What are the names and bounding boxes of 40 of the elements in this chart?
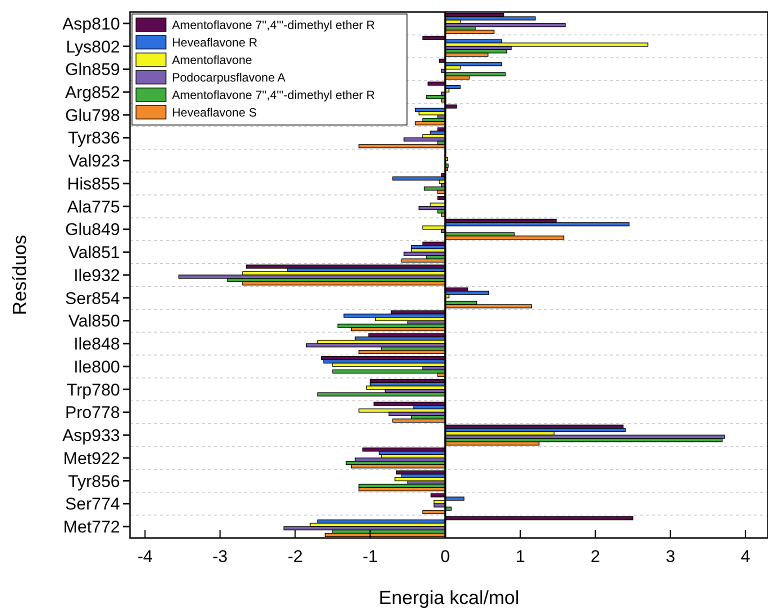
x-tick-label: 3 [666, 547, 676, 566]
y-tick-label: Arg852 [65, 82, 120, 102]
x-tick-label: 4 [740, 547, 750, 566]
legend-label: Podocarpusflavone A [172, 70, 286, 84]
y-axis-title: Resíduos [10, 234, 31, 316]
x-tick-label: 1 [516, 547, 526, 566]
y-tick-label: Ser854 [65, 288, 120, 308]
x-tick-label: 0 [440, 547, 450, 566]
y-tick-label: Ser774 [65, 494, 120, 514]
y-tick-label: Met772 [63, 518, 120, 537]
y-tick-label: Pro778 [65, 403, 120, 422]
y-tick-label: Val850 [68, 312, 120, 331]
y-tick-label: Trp780 [66, 380, 120, 400]
y-tick-label: Val851 [68, 243, 120, 262]
y-tick-label: Glu798 [65, 106, 120, 125]
y-tick-label: Ile848 [74, 334, 120, 354]
y-tick-label: Tyr836 [68, 128, 120, 148]
y-tick-label: Gln859 [65, 60, 120, 80]
y-tick-label: Ala775 [67, 197, 120, 216]
y-tick-label: His855 [67, 174, 120, 194]
legend-label: Heveaflavone R [172, 35, 258, 50]
legend-label: Amentoflavone [172, 52, 252, 67]
x-axis-title: Energia kcal/mol [378, 588, 520, 609]
y-tick-label: Tyr856 [68, 472, 120, 491]
y-tick-label: Ile800 [74, 357, 120, 376]
legend-label: Amentoflavone 7'',4'''-dimethyl ether R [172, 88, 376, 102]
y-tick-label: Met922 [63, 448, 120, 468]
legend-label: Amentoflavone 7'',4'''-dimethyl ether R [172, 18, 376, 32]
x-tick-label: -3 [212, 547, 228, 566]
y-tick-label: Val923 [68, 152, 120, 171]
y-tick-label: Asp810 [62, 14, 120, 34]
x-tick-label: 2 [590, 547, 600, 566]
legend-label: Heveaflavone S [172, 105, 257, 120]
x-tick-label: -4 [137, 547, 153, 566]
y-tick-label: Glu849 [65, 220, 120, 240]
y-tick-label: Asp933 [62, 426, 120, 446]
x-tick-label: -1 [362, 547, 378, 566]
x-tick-label: -2 [288, 547, 303, 566]
y-tick-label: Lys802 [66, 37, 120, 56]
y-tick-label: Ile932 [74, 266, 120, 285]
